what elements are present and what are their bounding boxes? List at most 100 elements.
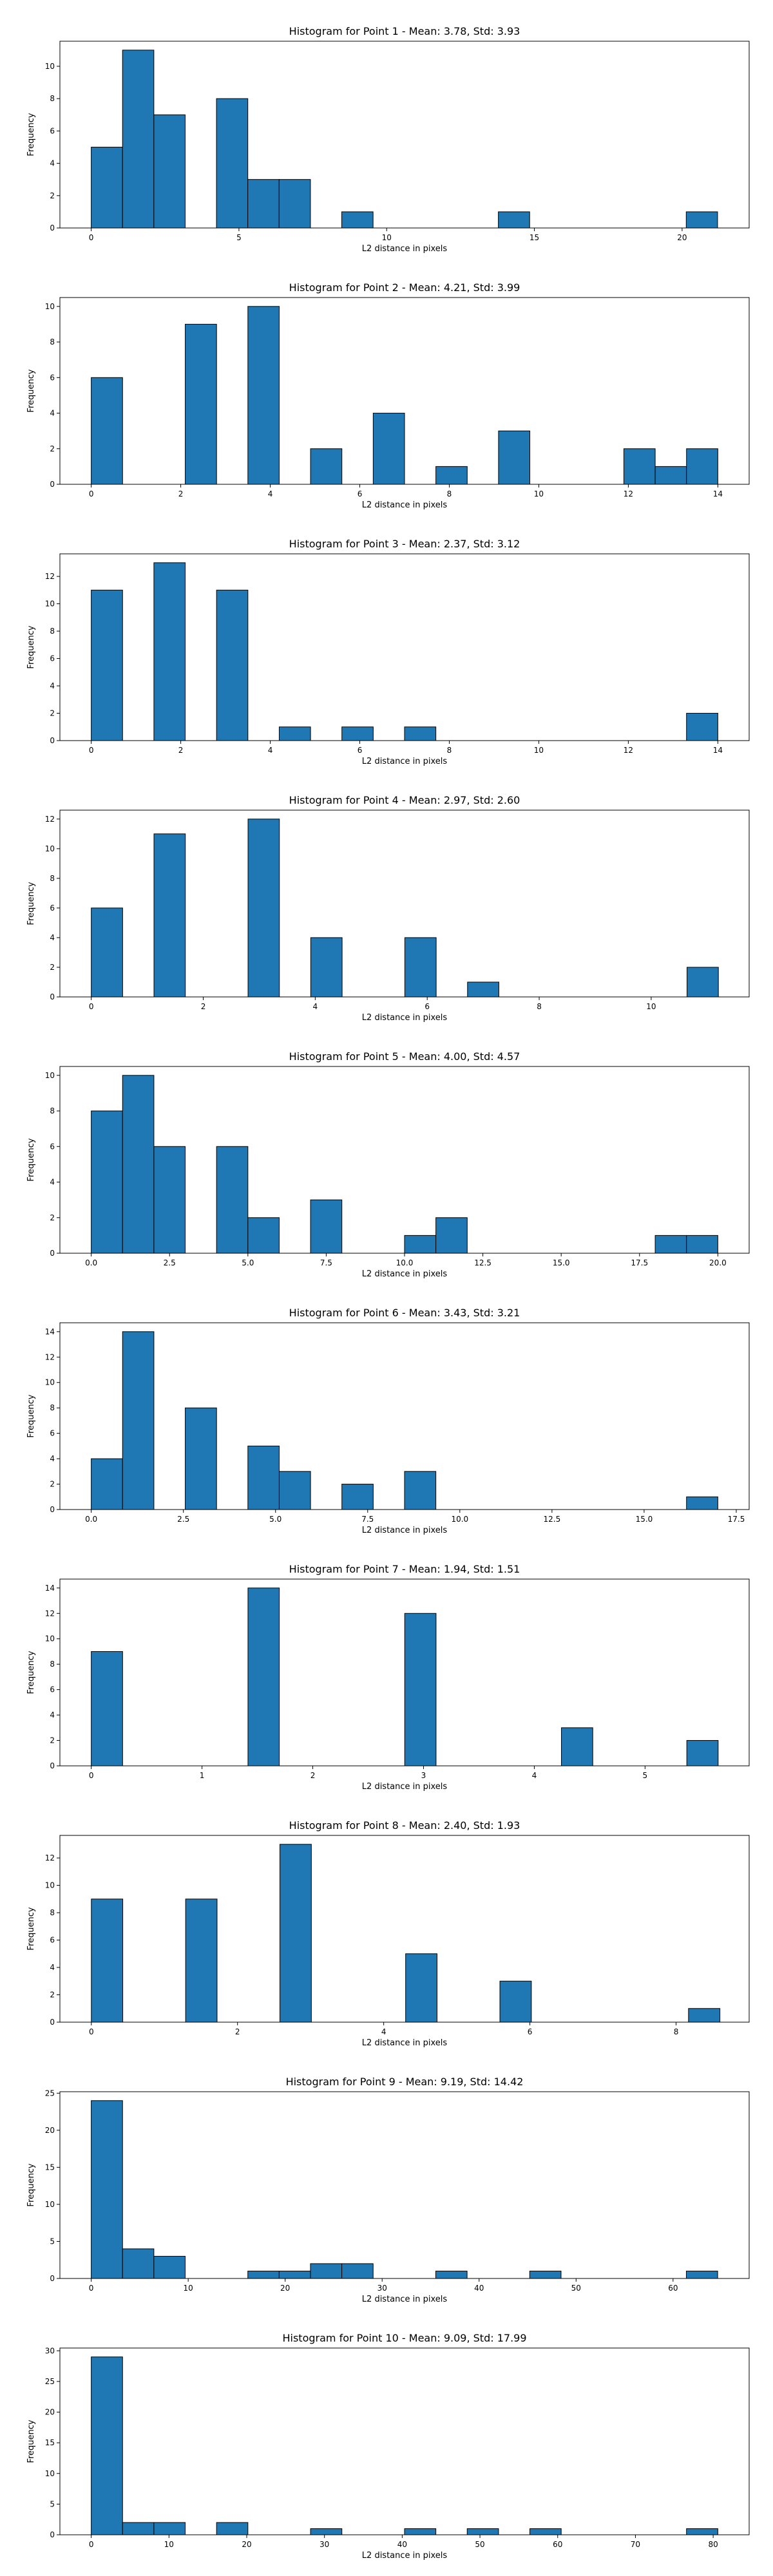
x-tick-label: 20 bbox=[242, 2540, 251, 2549]
histogram-bar bbox=[435, 1217, 468, 1254]
x-tick-label: 20 bbox=[280, 2284, 290, 2293]
histogram-bar bbox=[404, 1235, 437, 1254]
histogram-panel: Histogram for Point 7 - Mean: 1.94, Std:… bbox=[0, 1538, 773, 1793]
x-tick-label: 15.0 bbox=[636, 1515, 653, 1524]
histogram-bar bbox=[247, 2270, 280, 2279]
histogram-bar bbox=[404, 1613, 437, 1766]
histogram-bar bbox=[278, 179, 311, 229]
chart-title: Histogram for Point 7 - Mean: 1.94, Std:… bbox=[289, 1563, 520, 1575]
y-tick-label: 4 bbox=[50, 409, 55, 418]
histogram-bar bbox=[278, 726, 311, 741]
axes-frame bbox=[59, 2347, 750, 2535]
chart-title: Histogram for Point 10 - Mean: 9.09, Std… bbox=[282, 2332, 526, 2344]
x-tick-label: 60 bbox=[668, 2284, 678, 2293]
x-tick-label: 7.5 bbox=[320, 1258, 332, 1267]
y-tick-label: 2 bbox=[50, 1991, 55, 2000]
chart-title: Histogram for Point 6 - Mean: 3.43, Std:… bbox=[289, 1307, 520, 1319]
histogram-bar bbox=[91, 1110, 123, 1254]
y-tick-label: 12 bbox=[45, 815, 55, 824]
y-tick-label: 15 bbox=[45, 2438, 55, 2447]
histogram-bar bbox=[404, 937, 437, 998]
y-tick-label: 0 bbox=[50, 736, 55, 745]
y-tick-label: 6 bbox=[50, 904, 55, 913]
y-tick-label: 10 bbox=[45, 302, 55, 311]
x-tick-label: 20 bbox=[677, 233, 687, 242]
x-tick-label: 3 bbox=[421, 1771, 426, 1780]
x-tick-label: 0 bbox=[89, 2284, 94, 2293]
x-tick-label: 4 bbox=[532, 1771, 537, 1780]
histogram-bar bbox=[153, 1146, 186, 1254]
histogram-bar bbox=[529, 2270, 562, 2279]
chart-title: Histogram for Point 9 - Mean: 9.19, Std:… bbox=[286, 2076, 524, 2088]
y-tick-label: 30 bbox=[45, 2346, 55, 2355]
x-tick-label: 8 bbox=[674, 2027, 679, 2036]
x-axis-label: L2 distance in pixels bbox=[362, 757, 448, 766]
axes-frame bbox=[59, 553, 750, 741]
x-tick-label: 0 bbox=[89, 1771, 94, 1780]
x-tick-label: 15 bbox=[530, 233, 539, 242]
y-tick-label: 14 bbox=[45, 1327, 55, 1336]
x-tick-label: 50 bbox=[571, 2284, 581, 2293]
axes-frame bbox=[59, 810, 750, 998]
histogram-bar bbox=[122, 50, 155, 229]
x-tick-label: 2 bbox=[178, 489, 184, 498]
histogram-svg: Histogram for Point 6 - Mean: 3.43, Std:… bbox=[26, 1307, 750, 1535]
y-tick-label: 2 bbox=[50, 709, 55, 718]
y-tick-label: 0 bbox=[50, 480, 55, 489]
histogram-bar bbox=[247, 819, 280, 998]
x-tick-label: 10.0 bbox=[451, 1515, 468, 1524]
x-tick-label: 4 bbox=[268, 746, 273, 755]
y-tick-label: 10 bbox=[45, 2200, 55, 2209]
histogram-bar bbox=[91, 377, 123, 485]
histogram-bar bbox=[623, 448, 656, 485]
histogram-bar bbox=[341, 211, 374, 229]
x-tick-label: 30 bbox=[377, 2284, 387, 2293]
x-tick-label: 60 bbox=[553, 2540, 562, 2549]
x-tick-label: 40 bbox=[397, 2540, 407, 2549]
histogram-bar bbox=[341, 1484, 374, 1510]
axes-frame bbox=[59, 297, 750, 485]
y-tick-label: 14 bbox=[45, 1584, 55, 1593]
chart-title: Histogram for Point 3 - Mean: 2.37, Std:… bbox=[289, 538, 520, 550]
histogram-bar bbox=[654, 466, 687, 485]
histogram-bar bbox=[91, 146, 123, 229]
y-tick-label: 6 bbox=[50, 1142, 55, 1151]
y-tick-label: 12 bbox=[45, 1853, 55, 1862]
y-tick-label: 6 bbox=[50, 1685, 55, 1694]
x-tick-label: 5 bbox=[643, 1771, 648, 1780]
y-tick-label: 4 bbox=[50, 681, 55, 690]
x-tick-label: 5 bbox=[236, 233, 242, 242]
y-tick-label: 5 bbox=[50, 2499, 55, 2508]
x-tick-label: 40 bbox=[474, 2284, 484, 2293]
histogram-svg: Histogram for Point 7 - Mean: 1.94, Std:… bbox=[26, 1563, 750, 1792]
x-tick-label: 2.5 bbox=[177, 1515, 189, 1524]
histogram-bar bbox=[435, 466, 468, 485]
x-tick-label: 20.0 bbox=[709, 1258, 727, 1267]
x-tick-label: 17.5 bbox=[728, 1515, 745, 1524]
y-tick-label: 6 bbox=[50, 1429, 55, 1438]
histogram-svg: Histogram for Point 9 - Mean: 9.19, Std:… bbox=[26, 2076, 750, 2304]
y-tick-label: 0 bbox=[50, 1505, 55, 1514]
histogram-bar bbox=[216, 2522, 249, 2535]
x-tick-label: 5.0 bbox=[242, 1258, 254, 1267]
histogram-bar bbox=[686, 713, 718, 741]
histogram-bar bbox=[247, 179, 280, 229]
y-tick-label: 8 bbox=[50, 1106, 55, 1115]
x-tick-label: 80 bbox=[708, 2540, 718, 2549]
x-tick-label: 6 bbox=[425, 1002, 430, 1011]
x-tick-label: 0 bbox=[89, 233, 94, 242]
y-axis-label: Frequency bbox=[26, 113, 36, 156]
histogram-bar bbox=[467, 981, 499, 998]
y-tick-label: 2 bbox=[50, 444, 55, 453]
y-axis-label: Frequency bbox=[26, 2420, 36, 2463]
x-axis-label: L2 distance in pixels bbox=[362, 500, 448, 510]
histogram-bar bbox=[310, 2528, 343, 2535]
histogram-bar bbox=[91, 2356, 123, 2535]
x-tick-label: 30 bbox=[320, 2540, 329, 2549]
histogram-bar bbox=[466, 2528, 499, 2535]
y-tick-label: 12 bbox=[45, 1609, 55, 1618]
x-tick-label: 5.0 bbox=[269, 1515, 282, 1524]
histogram-bar bbox=[153, 833, 186, 998]
x-tick-label: 2 bbox=[201, 1002, 206, 1011]
y-tick-label: 10 bbox=[45, 1071, 55, 1080]
